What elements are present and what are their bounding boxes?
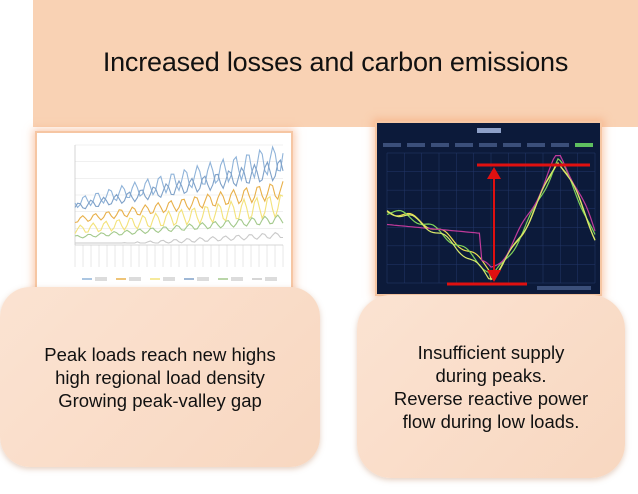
load-growth-figure xyxy=(35,131,293,292)
trend-line xyxy=(74,145,284,209)
legend-tab xyxy=(527,143,545,147)
legend-label-block xyxy=(163,277,175,281)
peak-valley-figure xyxy=(375,121,602,296)
legend-label-block xyxy=(95,277,107,281)
legend-label-block xyxy=(231,277,243,281)
legend-label-block xyxy=(265,277,277,281)
card-line: high regional load density xyxy=(55,366,265,388)
card-line: Reverse reactive power xyxy=(393,387,589,409)
legend-tab xyxy=(407,143,425,147)
header-banner: Increased losses and carbon emissions xyxy=(33,0,638,127)
banner-title: Increased losses and carbon emissions xyxy=(102,47,569,77)
chart-title-block xyxy=(477,128,501,133)
card-line: flow during low loads. xyxy=(402,410,580,432)
arrow-head-up xyxy=(487,167,501,179)
arrow-head-down xyxy=(487,270,501,282)
trend-line xyxy=(74,158,284,210)
legend-label-block xyxy=(129,277,141,281)
peak-valley-chart xyxy=(377,123,600,294)
trend-line xyxy=(74,181,284,224)
legend-label-block xyxy=(197,277,209,281)
card-line: Insufficient supply xyxy=(417,341,565,363)
legend-tab xyxy=(383,143,401,147)
trend-line xyxy=(75,231,283,244)
legend-tab xyxy=(455,143,473,147)
load-growth-chart xyxy=(74,144,284,281)
legend-tab xyxy=(575,143,593,147)
legend-tab xyxy=(431,143,449,147)
load-curve xyxy=(386,155,596,268)
legend-tab xyxy=(503,143,521,147)
legend-tab xyxy=(479,143,497,147)
footer-block xyxy=(537,286,591,290)
card-line: during peaks. xyxy=(435,364,547,386)
trend-line xyxy=(74,214,284,239)
legend-tab xyxy=(551,143,569,147)
card-line: Peak loads reach new highs xyxy=(44,343,276,365)
load-trend-card: Peak loads reach new highs high regional… xyxy=(0,287,320,467)
supply-issue-card: Insufficient supply during peaks. Revers… xyxy=(357,295,625,478)
trend-line xyxy=(74,194,284,234)
card-line: Growing peak-valley gap xyxy=(58,389,262,411)
